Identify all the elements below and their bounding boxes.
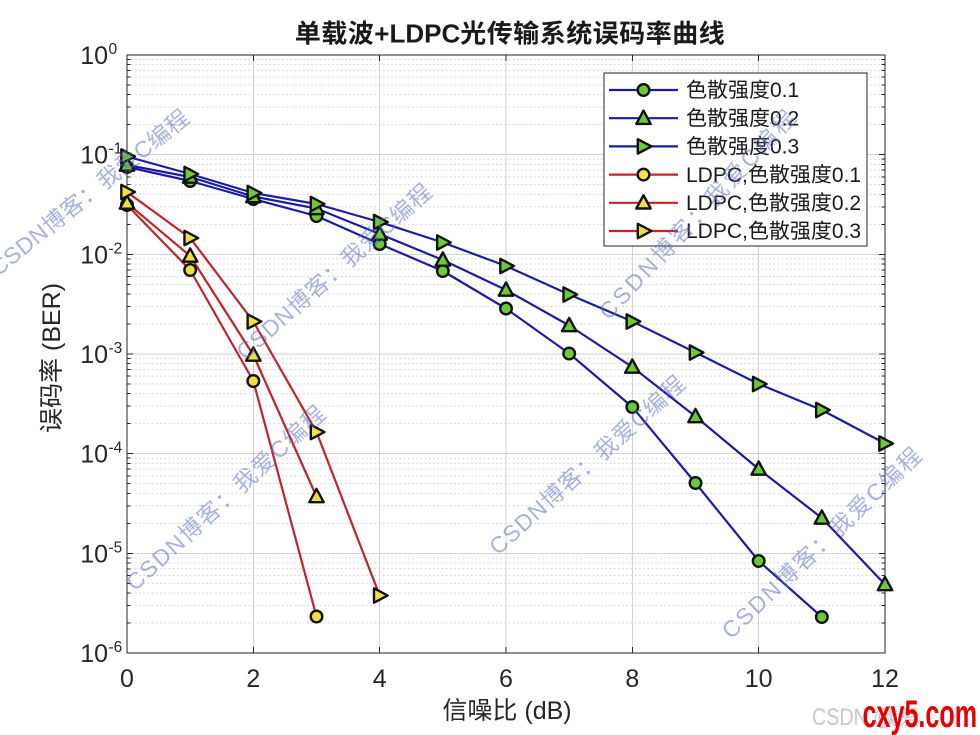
svg-text:12: 12 <box>871 665 899 693</box>
svg-text:-4: -4 <box>109 440 123 457</box>
svg-text:0.1: 0.1 <box>832 164 861 187</box>
svg-text:-1: -1 <box>109 141 123 158</box>
svg-text:-5: -5 <box>109 539 123 556</box>
svg-text:6: 6 <box>499 665 513 693</box>
svg-text:2: 2 <box>246 665 260 693</box>
svg-text:0: 0 <box>120 665 134 693</box>
svg-text:CSDN @: CSDN @ <box>812 703 893 730</box>
svg-text:4: 4 <box>373 665 387 693</box>
svg-text:0.2: 0.2 <box>832 192 861 215</box>
svg-text:10: 10 <box>745 665 773 693</box>
svg-text:0: 0 <box>109 41 118 58</box>
svg-text:10: 10 <box>80 540 108 568</box>
svg-text:-2: -2 <box>109 240 123 257</box>
svg-text:-6: -6 <box>109 639 123 656</box>
svg-text:cxy5.com: cxy5.com <box>863 691 978 735</box>
svg-text:LDPC,: LDPC, <box>686 192 748 215</box>
svg-text:0.3: 0.3 <box>832 220 861 243</box>
svg-text:10: 10 <box>80 241 108 269</box>
svg-text:+LDPC: +LDPC <box>374 19 460 49</box>
svg-text:10: 10 <box>80 142 108 170</box>
svg-text:0.3: 0.3 <box>770 136 799 159</box>
svg-text:LDPC,: LDPC, <box>686 220 748 243</box>
svg-text:(dB): (dB) <box>524 697 571 725</box>
svg-text:10: 10 <box>80 341 108 369</box>
svg-text:8: 8 <box>625 665 639 693</box>
svg-text:10: 10 <box>80 441 108 469</box>
svg-text:-3: -3 <box>109 340 123 357</box>
svg-text:(BER): (BER) <box>38 283 66 351</box>
svg-text:10: 10 <box>80 42 108 70</box>
svg-text:10: 10 <box>80 640 108 668</box>
svg-text:0.1: 0.1 <box>770 79 799 102</box>
